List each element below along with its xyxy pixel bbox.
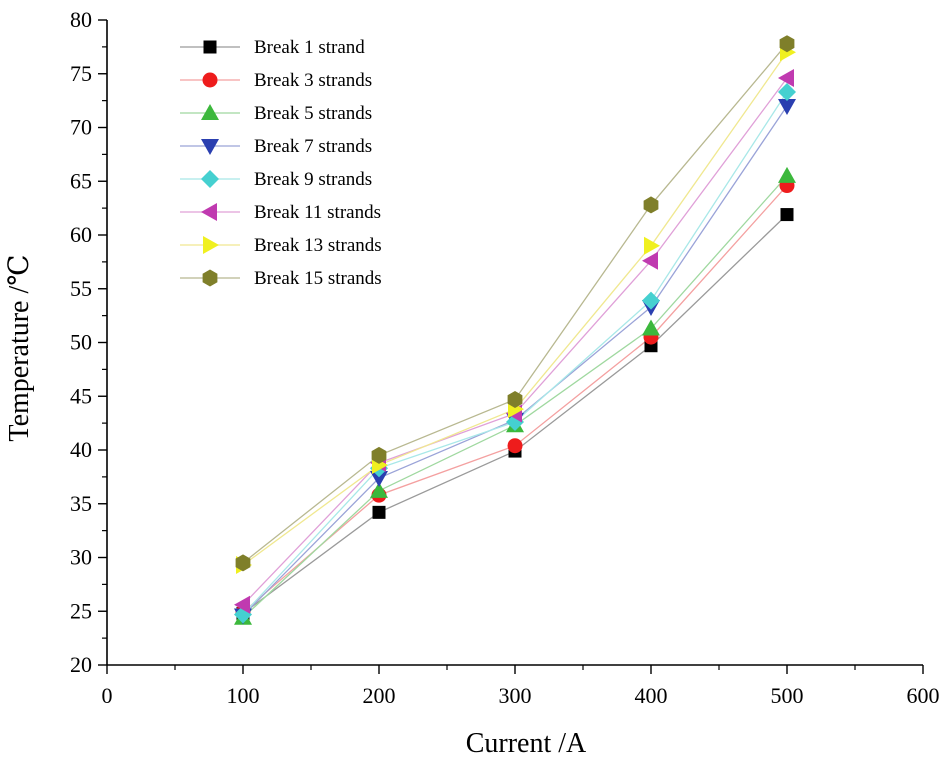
legend-label: Break 13 strands <box>254 235 382 256</box>
y-tick-label: 60 <box>70 222 92 247</box>
data-point <box>778 99 796 115</box>
legend: Break 1 strand Break 3 strands Break 5 str… <box>180 37 382 289</box>
y-tick-label: 45 <box>70 383 92 408</box>
data-point <box>507 438 523 454</box>
data-point <box>644 236 660 255</box>
x-tick-label: 300 <box>499 683 532 708</box>
legend-label: Break 15 strands <box>254 268 382 289</box>
y-tick-label: 80 <box>70 7 92 32</box>
legend-marker <box>202 269 218 287</box>
data-point <box>779 35 795 53</box>
y-tick-label: 70 <box>70 115 92 140</box>
legend-marker <box>203 40 217 54</box>
series-lines <box>242 43 788 619</box>
data-point <box>370 470 388 487</box>
y-tick-label: 20 <box>70 652 92 677</box>
legend-label: Break 5 strands <box>254 103 372 124</box>
series-line <box>242 51 788 566</box>
data-point <box>370 481 388 498</box>
y-tick-label: 50 <box>70 330 92 355</box>
x-tick-label: 0 <box>102 683 113 708</box>
y-tick-label: 55 <box>70 276 92 301</box>
x-tick-label: 400 <box>635 683 668 708</box>
data-point <box>507 391 523 408</box>
legend-marker <box>201 203 217 221</box>
series-line <box>242 77 788 606</box>
y-tick-label: 30 <box>70 545 92 570</box>
data-point <box>234 595 250 614</box>
data-point <box>778 83 796 102</box>
data-point <box>642 291 660 310</box>
legend-marker <box>201 170 219 188</box>
legend-marker <box>201 104 219 120</box>
data-point <box>235 554 251 572</box>
data-point <box>780 208 794 222</box>
axes: 0 100 200 300 400 500 600 20 25 30 35 40 45 50 55 60 65 7… <box>70 7 940 708</box>
data-point <box>372 505 386 519</box>
data-point <box>371 446 387 464</box>
data-point <box>778 69 794 88</box>
legend-label: Break 3 strands <box>254 70 372 91</box>
x-tick-label: 200 <box>363 683 396 708</box>
y-tick-label: 40 <box>70 437 92 462</box>
legend-label: Break 11 strands <box>254 202 381 223</box>
data-point <box>642 319 660 336</box>
x-tick-label: 100 <box>227 683 260 708</box>
data-point <box>643 196 659 214</box>
y-tick-label: 35 <box>70 491 92 516</box>
x-axis-title: Current /A <box>466 728 587 758</box>
x-tick-label: 600 <box>907 683 940 708</box>
legend-marker <box>201 139 219 155</box>
y-tick-label: 25 <box>70 598 92 623</box>
legend-label: Break 9 strands <box>254 169 372 190</box>
legend-marker <box>202 72 218 88</box>
legend-label: Break 1 strand <box>254 37 365 58</box>
y-tick-label: 65 <box>70 168 92 193</box>
x-tick-label: 500 <box>771 683 804 708</box>
data-point <box>642 251 658 270</box>
data-point <box>778 166 796 183</box>
series-markers <box>234 35 796 625</box>
y-axis-title: Temperature /℃ <box>4 254 35 441</box>
y-tick-label: 75 <box>70 61 92 86</box>
legend-marker <box>203 236 219 254</box>
legend-label: Break 7 strands <box>254 136 372 157</box>
